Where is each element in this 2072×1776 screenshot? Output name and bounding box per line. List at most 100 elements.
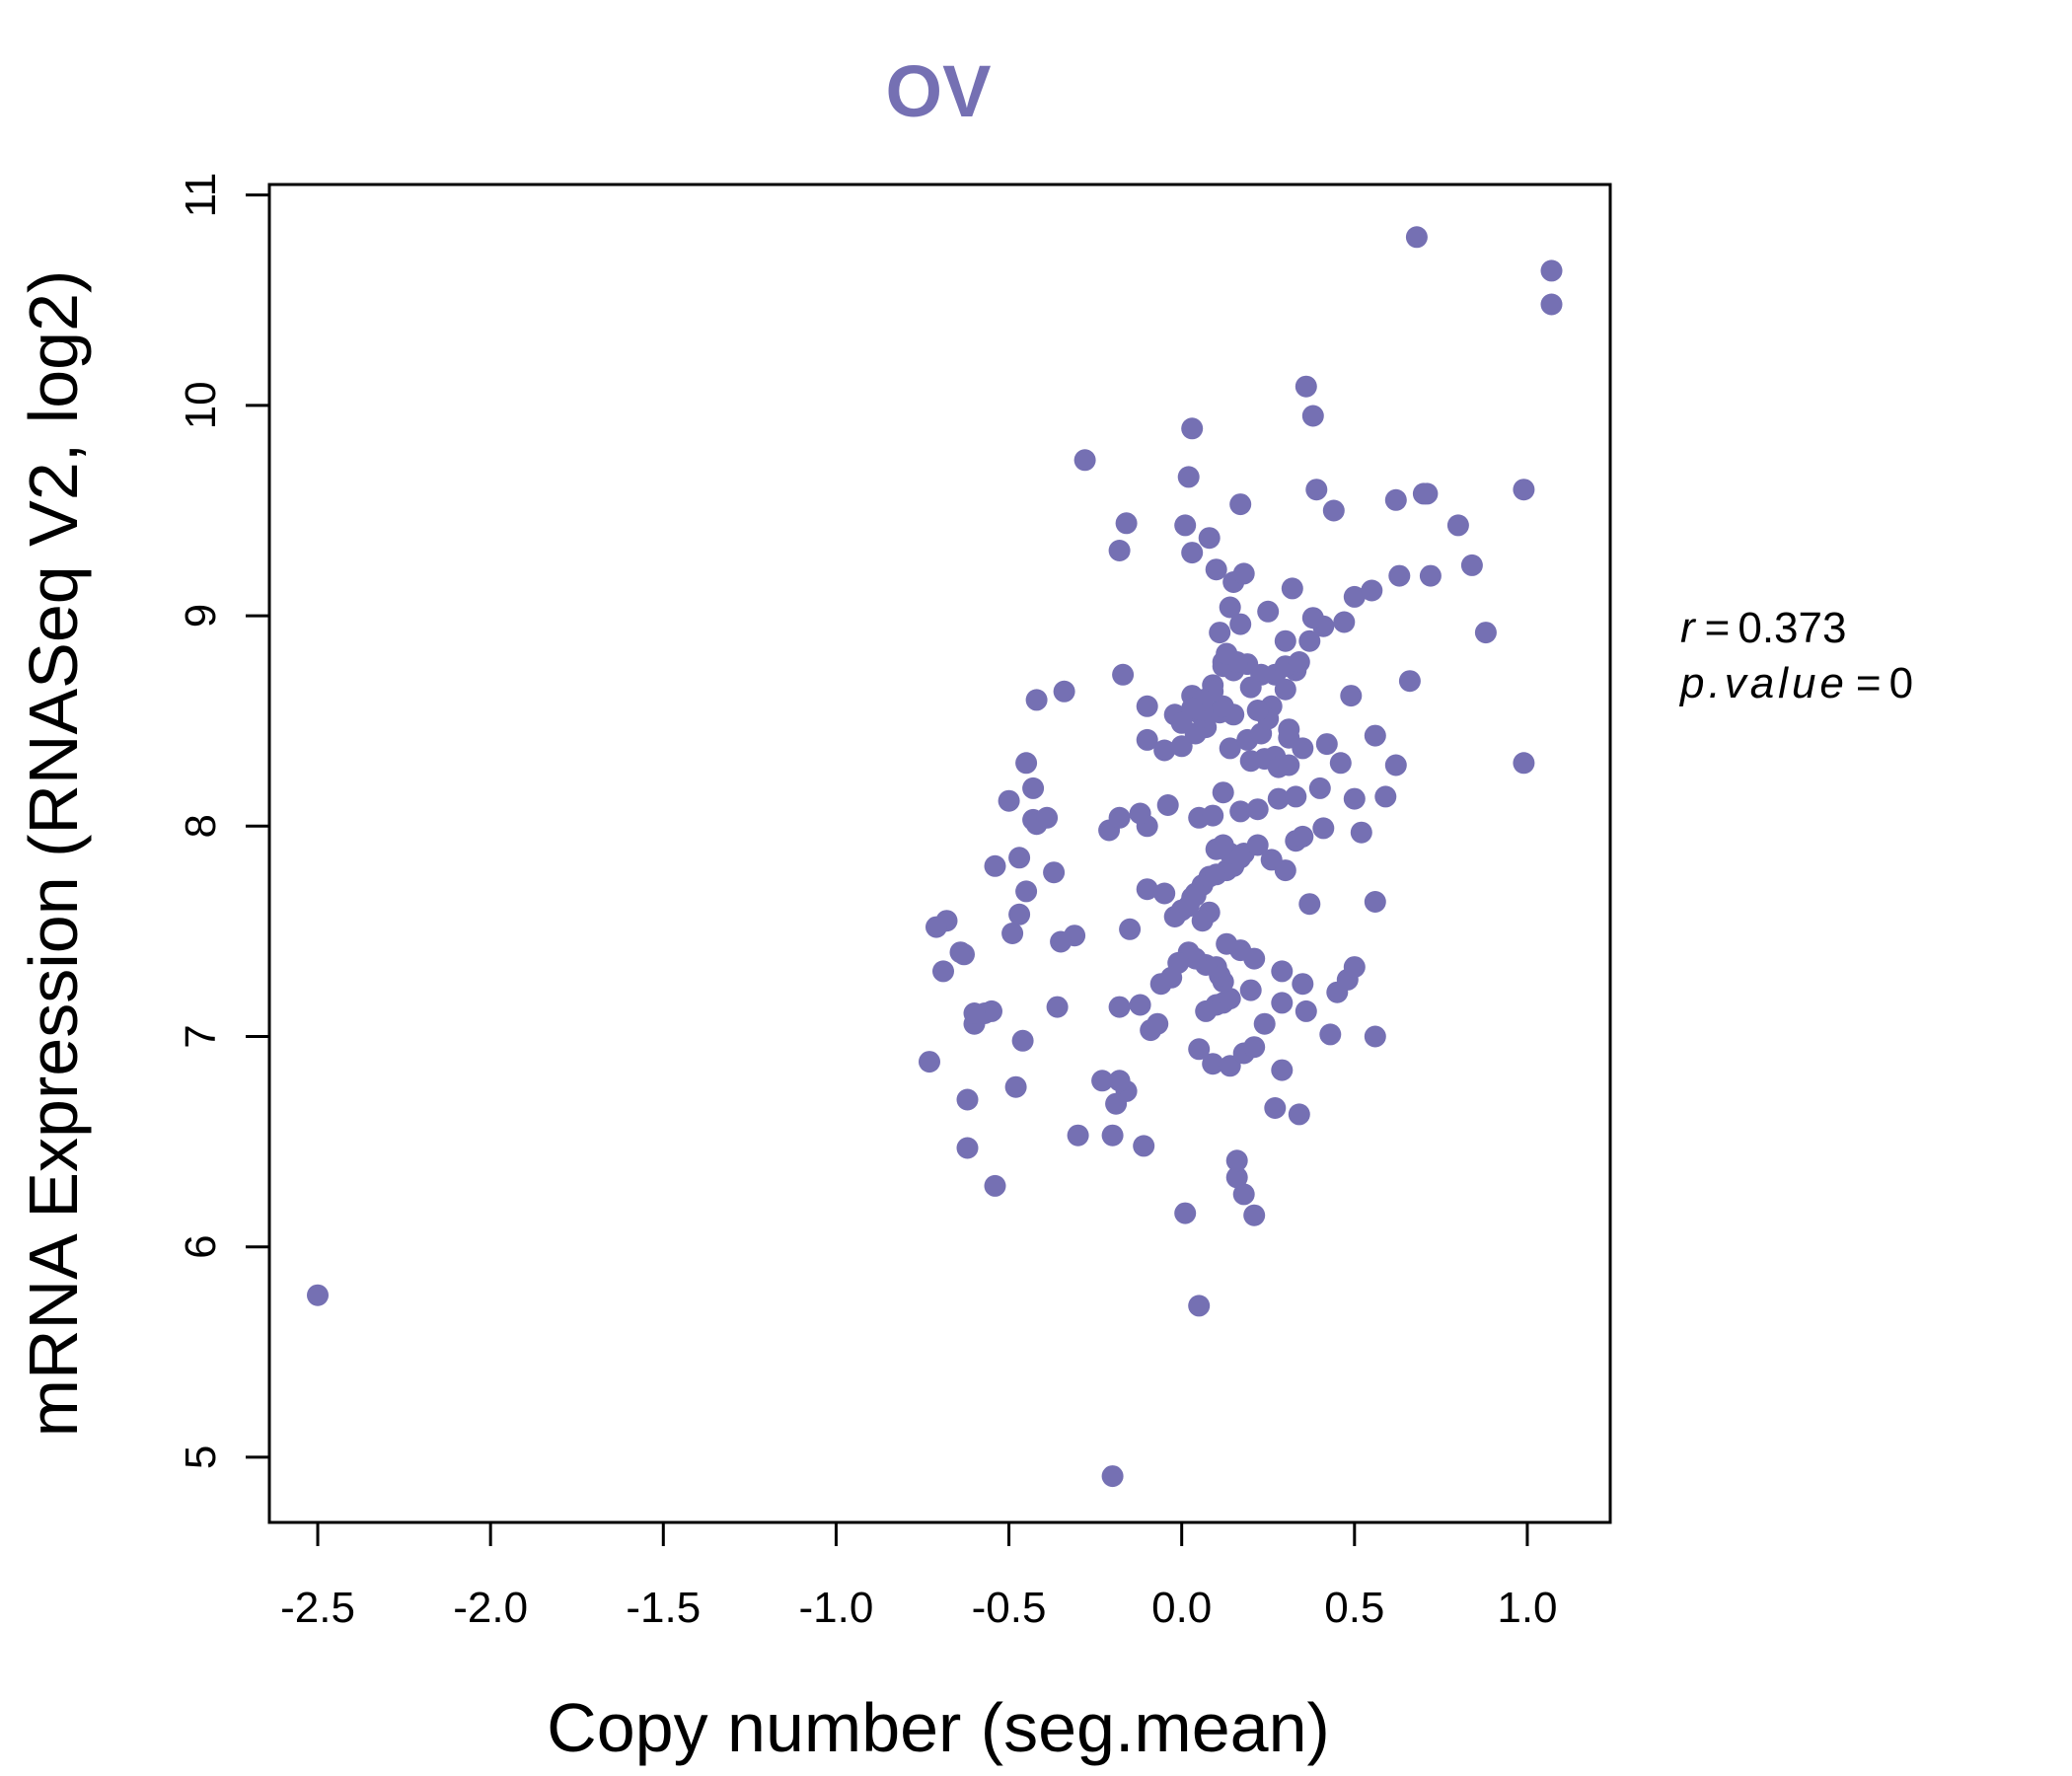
- data-point: [1015, 752, 1038, 775]
- data-point: [1205, 838, 1227, 860]
- data-point: [949, 941, 972, 964]
- x-tick-label: -1.5: [626, 1584, 701, 1632]
- r-value: 0.373: [1738, 604, 1846, 652]
- data-point: [1239, 676, 1262, 699]
- p-symbol: p.value: [1678, 659, 1848, 707]
- plot-frame: [267, 183, 1612, 1524]
- data-point: [1101, 1124, 1124, 1147]
- data-point: [1015, 880, 1038, 903]
- data-point: [1216, 932, 1238, 955]
- p-equals: =: [1856, 659, 1882, 707]
- data-point: [1274, 859, 1296, 882]
- data-point: [1011, 1029, 1034, 1052]
- data-point: [1229, 800, 1252, 823]
- data-point: [1298, 629, 1321, 652]
- data-point: [1340, 685, 1363, 707]
- data-point: [1384, 488, 1407, 511]
- data-point: [1115, 512, 1138, 535]
- data-point: [1232, 562, 1255, 585]
- data-point: [1246, 834, 1269, 856]
- data-point: [1025, 689, 1048, 711]
- x-tick-label: 0.5: [1324, 1584, 1384, 1632]
- data-point: [1202, 804, 1224, 827]
- data-point: [1301, 607, 1324, 629]
- data-point: [1219, 737, 1241, 760]
- data-point: [1278, 754, 1300, 777]
- data-point: [1274, 629, 1296, 652]
- y-tick-label: 9: [177, 604, 225, 628]
- data-point: [925, 916, 947, 938]
- data-point: [1405, 226, 1428, 249]
- data-point: [1315, 733, 1338, 756]
- data-point: [1278, 718, 1300, 741]
- chart-title: OV: [886, 50, 992, 132]
- data-point: [1308, 777, 1331, 799]
- data-point: [1295, 375, 1317, 398]
- data-point: [1416, 482, 1439, 505]
- data-point: [1295, 999, 1317, 1022]
- data-point: [1067, 1124, 1089, 1147]
- x-tick-label: -2.5: [280, 1584, 355, 1632]
- data-point: [1239, 979, 1262, 1001]
- data-point: [1243, 1204, 1266, 1226]
- data-point: [1253, 1012, 1276, 1035]
- y-tick-label: 10: [177, 381, 225, 429]
- data-point: [1271, 992, 1294, 1014]
- data-point: [1188, 1295, 1211, 1317]
- y-tick-label: 11: [177, 173, 225, 218]
- data-point: [1229, 847, 1252, 869]
- data-point: [1181, 697, 1204, 719]
- data-point: [1225, 1149, 1248, 1172]
- x-tick-label: -0.5: [972, 1584, 1047, 1632]
- data-point: [1108, 1070, 1131, 1092]
- y-tick-label: 5: [177, 1445, 225, 1469]
- data-point: [1540, 293, 1563, 316]
- data-point: [1136, 695, 1158, 717]
- x-tick-label: 1.0: [1497, 1584, 1557, 1632]
- data-point: [1205, 558, 1227, 581]
- data-point: [1004, 1075, 1027, 1098]
- data-point: [1460, 554, 1483, 576]
- data-point: [981, 999, 1002, 1022]
- data-point: [1198, 527, 1221, 550]
- data-point: [984, 1174, 1006, 1197]
- data-point: [1073, 449, 1096, 472]
- data-point: [1446, 514, 1469, 537]
- x-tick-label: 0.0: [1151, 1584, 1212, 1632]
- data-point: [1174, 1202, 1197, 1224]
- data-point: [1136, 728, 1158, 751]
- y-axis-title: mRNA Expression (RNASeq V2, log2): [15, 270, 92, 1438]
- data-point: [1174, 514, 1197, 537]
- data-point: [998, 789, 1020, 812]
- data-point: [1181, 542, 1204, 564]
- data-point: [1112, 663, 1135, 686]
- data-point: [1513, 752, 1535, 775]
- data-point: [956, 1088, 979, 1111]
- data-point: [956, 1137, 979, 1159]
- data-point: [1285, 785, 1307, 808]
- data-point: [1036, 806, 1059, 829]
- data-point: [1322, 499, 1345, 522]
- data-point: [1333, 611, 1356, 633]
- data-point: [1140, 1019, 1162, 1042]
- data-point: [1219, 1055, 1241, 1077]
- data-point: [1129, 802, 1151, 825]
- x-tick-label: -1.0: [799, 1584, 874, 1632]
- data-point: [1246, 700, 1269, 721]
- data-point: [1229, 613, 1252, 635]
- r-symbol: r: [1680, 604, 1697, 652]
- data-point: [1108, 806, 1131, 829]
- data-point: [1188, 1038, 1211, 1061]
- data-point: [1209, 622, 1231, 644]
- data-point: [1153, 882, 1176, 905]
- data-point: [1540, 259, 1563, 282]
- data-point: [1319, 1023, 1342, 1046]
- data-point: [1243, 1036, 1266, 1059]
- y-tick-label: 7: [177, 1024, 225, 1048]
- data-point: [984, 854, 1006, 877]
- data-point: [1136, 878, 1158, 901]
- data-point: [1008, 847, 1031, 869]
- x-axis: -2.5 -2.0 -1.5 -1.0 -0.5 0.0 0.5 1.0: [280, 1520, 1558, 1632]
- data-point: [307, 1284, 329, 1306]
